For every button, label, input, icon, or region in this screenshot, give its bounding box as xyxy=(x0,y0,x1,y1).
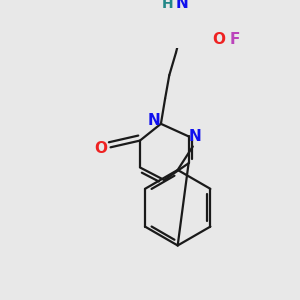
Text: N: N xyxy=(176,0,188,11)
Text: H: H xyxy=(162,0,173,11)
Text: F: F xyxy=(230,32,240,47)
Text: O: O xyxy=(94,142,107,157)
Text: O: O xyxy=(212,32,225,47)
Text: N: N xyxy=(189,129,202,144)
Text: N: N xyxy=(148,113,161,128)
